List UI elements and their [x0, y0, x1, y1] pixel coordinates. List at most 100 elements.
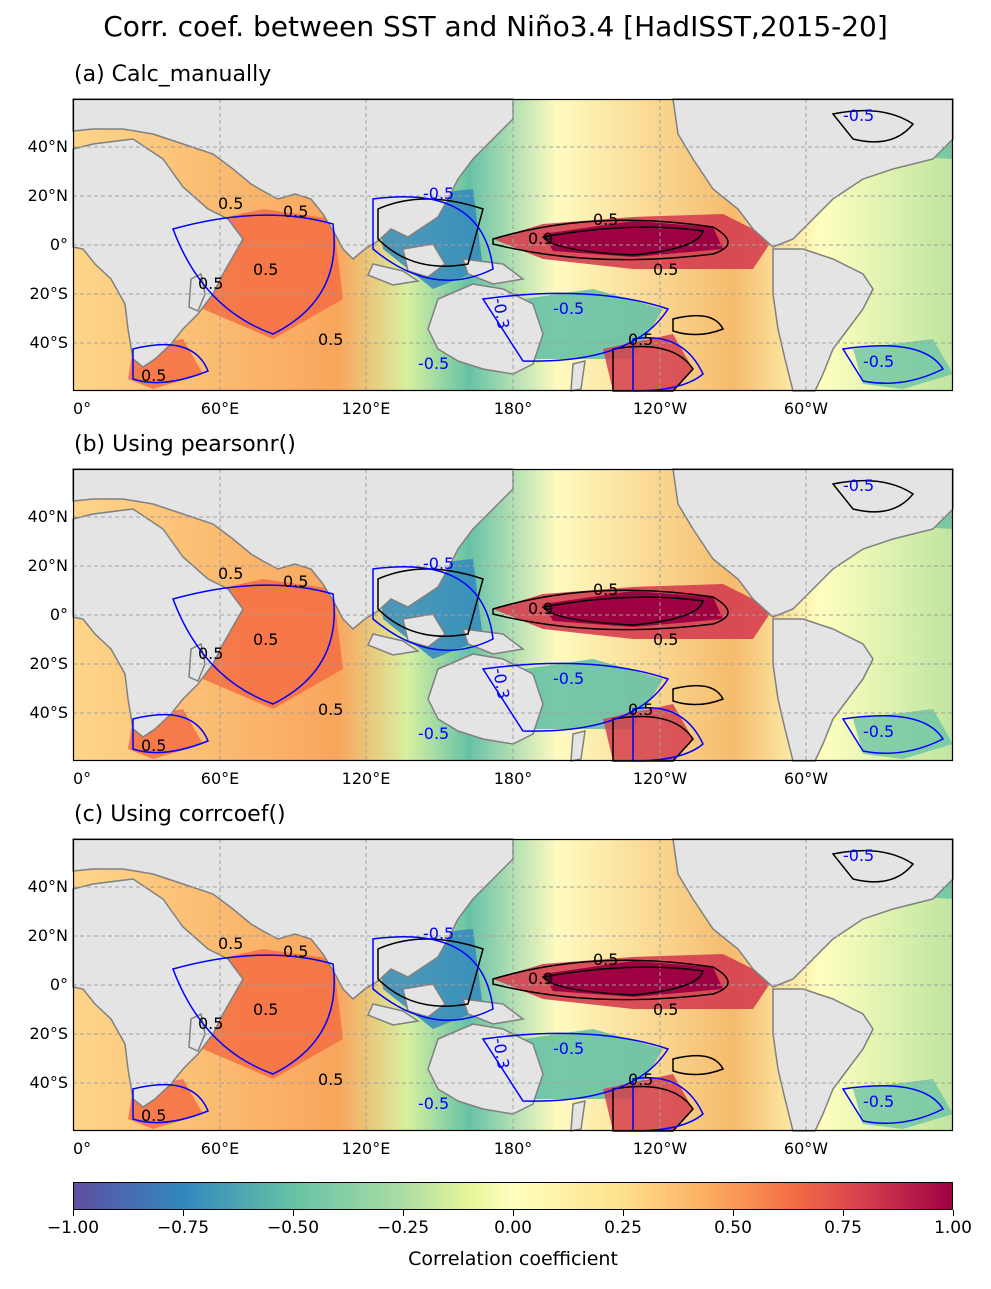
lat-tick-label: 20°S	[29, 284, 68, 303]
contour-label-positive: 0.5	[593, 210, 618, 229]
contour-label-positive: 0.5	[253, 1000, 278, 1019]
contour-label-positive: 0.5	[141, 736, 166, 755]
land-mass	[427, 283, 544, 375]
land-mass	[366, 633, 421, 656]
lon-tick-label: 120°W	[632, 399, 688, 418]
contour-label-positive: 0.5	[653, 260, 678, 279]
negative-contour	[172, 214, 335, 335]
colorbar-tick	[733, 1210, 734, 1216]
contour-label-negative: -0.5	[418, 1094, 449, 1113]
colorbar-tick	[513, 1210, 514, 1216]
positive-contour	[831, 479, 915, 513]
contour-label-negative: -0.5	[843, 846, 874, 865]
colorbar-tick	[843, 1210, 844, 1216]
colorbar-tick-label: −0.50	[266, 1218, 320, 1238]
negative-contour	[372, 936, 494, 1021]
colorbar-tick	[403, 1210, 404, 1216]
positive-contour	[672, 314, 725, 336]
contour-label-negative: -0.5	[418, 354, 449, 373]
contour-label-positive: 0.5	[318, 1070, 343, 1089]
contour-label-positive: 0.9	[528, 229, 553, 248]
lon-tick-label: 60°W	[783, 1139, 829, 1158]
lon-tick-label: 180°	[493, 1139, 533, 1158]
map-frame	[72, 98, 954, 392]
lat-tick-label: 0°	[49, 605, 68, 624]
map-panel-c: 0.5 0.5 0.5 0.5 0.5 0.5 0.9 0.5 0.5 0.5 -0.5 -0.5 -0…	[72, 838, 954, 1132]
lat-tick-label: 20°N	[27, 556, 68, 575]
lat-tick-label: 20°N	[27, 926, 68, 945]
negative-contour	[132, 1083, 209, 1124]
south-pacific-warm-region	[603, 704, 693, 761]
land-mass	[672, 98, 954, 248]
positive-contour	[672, 1054, 725, 1076]
contour-label-positive: 0.5	[253, 630, 278, 649]
lon-tick-label: 0°	[73, 1139, 92, 1158]
map-frame	[72, 468, 954, 762]
contour-label-negative: -0.5	[863, 352, 894, 371]
land-mass	[427, 1023, 544, 1115]
positive-contour	[541, 596, 704, 626]
contour-label-positive: 0.5	[198, 1014, 223, 1033]
land-mass	[461, 628, 525, 655]
contour-label-positive: 0.5	[218, 194, 243, 213]
contour-label-negative: -0.5	[423, 924, 454, 943]
land-mass	[188, 642, 206, 682]
contour-label-positive: 0.5	[218, 564, 243, 583]
map-frame	[72, 838, 954, 1132]
contour-label-negative: -0.5	[863, 1092, 894, 1111]
negative-contour	[841, 714, 945, 755]
contour-label-positive: 0.5	[653, 1000, 678, 1019]
positive-contour	[492, 219, 729, 261]
land-mass	[72, 98, 514, 261]
panel-title-c: (c) Using corrcoef()	[74, 802, 286, 827]
negative-contour	[841, 344, 945, 385]
lat-tick-label: 20°S	[29, 654, 68, 673]
panel-title-b: (b) Using pearsonr()	[74, 432, 296, 457]
land-mass	[772, 988, 874, 1132]
map-panel-b: 0.5 0.5 0.5 0.5 0.5 0.5 0.9 0.5 0.5 0.5 -0.5 -0.5 -0…	[72, 468, 954, 762]
contour-label-negative: -0.5	[553, 669, 584, 688]
lon-tick-label: 120°E	[341, 399, 391, 418]
lon-tick-label: 60°W	[783, 769, 829, 788]
south-atlantic-cold-region	[853, 339, 953, 389]
lat-tick-label: 40°N	[27, 877, 68, 896]
land-mass	[570, 730, 586, 762]
negative-contour	[372, 566, 494, 651]
lon-tick-label: 180°	[493, 399, 533, 418]
lon-tick-label: 120°W	[632, 1139, 688, 1158]
positive-contour	[377, 198, 484, 267]
contour-label-positive: 0.9	[528, 599, 553, 618]
contour-label-negative: -0.5	[863, 722, 894, 741]
negative-contour	[481, 662, 670, 732]
south-atlantic-cold-region	[853, 1079, 953, 1129]
lat-tick-label: 20°S	[29, 1024, 68, 1043]
land-mass	[570, 1100, 586, 1132]
lon-tick-label: 60°E	[200, 769, 240, 788]
land-mass	[366, 1003, 421, 1026]
lon-tick-label: 0°	[73, 399, 92, 418]
negative-contour	[372, 196, 494, 281]
colorbar-tick-label: 1.00	[934, 1218, 972, 1238]
contour-label-negative: -0.5	[423, 184, 454, 203]
positive-contour	[612, 715, 694, 762]
contour-label-positive: 0.5	[141, 1106, 166, 1125]
panel-title-a: (a) Calc_manually	[74, 62, 272, 87]
land-mass	[570, 360, 586, 392]
contour-label-negative: -0.5	[418, 724, 449, 743]
contour-label-positive: 0.5	[318, 700, 343, 719]
land-mass	[72, 838, 514, 1001]
colorbar-tick	[293, 1210, 294, 1216]
positive-contour	[672, 684, 725, 706]
contour-label-positive: 0.5	[198, 274, 223, 293]
contour-label-negative: -0.5	[423, 554, 454, 573]
colorbar-tick-label: −1.00	[46, 1218, 100, 1238]
positive-contour	[492, 959, 729, 1001]
negative-contour	[841, 1084, 945, 1125]
lat-tick-label: 20°N	[27, 186, 68, 205]
contour-label-positive: 0.5	[253, 260, 278, 279]
contour-label-positive: 0.5	[198, 644, 223, 663]
land-mass	[402, 613, 446, 648]
lon-tick-label: 0°	[73, 769, 92, 788]
lat-tick-label: 40°S	[29, 333, 68, 352]
lon-tick-label: 60°W	[783, 399, 829, 418]
